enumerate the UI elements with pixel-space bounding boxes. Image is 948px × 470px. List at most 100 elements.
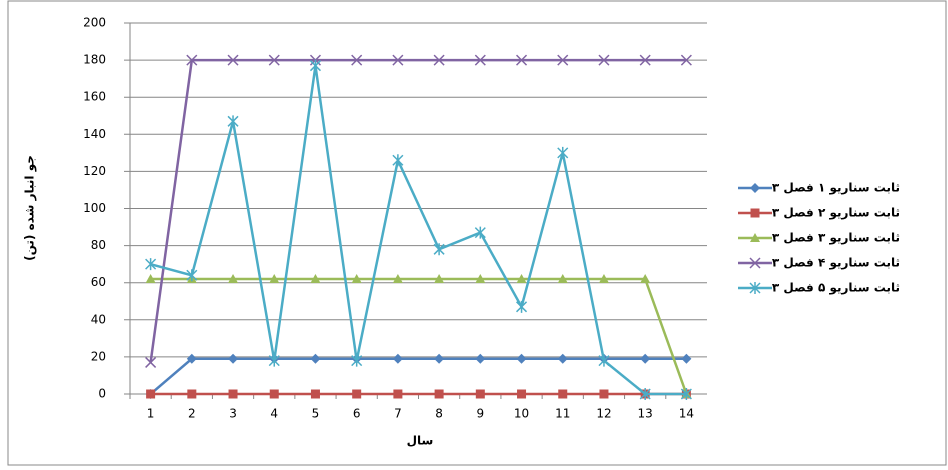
- y-tick-label: 20: [91, 349, 106, 363]
- marker: [640, 353, 651, 364]
- legend-label: ثابت سناریو ۳ فصل ۳: [772, 231, 900, 246]
- series-line: [149, 357, 687, 395]
- marker: [517, 389, 527, 399]
- marker: [475, 273, 486, 283]
- y-tick-label: 60: [91, 275, 106, 289]
- marker: [227, 115, 239, 128]
- y-tick-label: 40: [91, 312, 106, 326]
- y-axis-label: جو انبار شده (تن): [23, 155, 38, 261]
- marker: [227, 54, 239, 66]
- marker: [351, 273, 362, 283]
- marker: [186, 353, 197, 364]
- marker: [516, 54, 528, 66]
- marker: [186, 269, 198, 282]
- marker: [474, 54, 486, 66]
- y-tick-label: 120: [83, 164, 106, 178]
- legend-label: ثابت سناریو ۵ فصل ۳: [772, 281, 900, 296]
- marker: [145, 356, 157, 368]
- marker: [516, 353, 527, 364]
- y-tick-label: 140: [83, 127, 106, 141]
- marker: [680, 388, 692, 400]
- marker: [557, 273, 568, 283]
- marker: [228, 389, 238, 399]
- marker: [640, 273, 651, 283]
- x-tick-label: 9: [477, 407, 485, 421]
- x-tick-label: 10: [514, 407, 529, 421]
- series-line: [149, 58, 687, 363]
- x-tick-label: 1: [147, 407, 155, 421]
- marker: [146, 389, 156, 399]
- marker: [392, 353, 403, 364]
- x-tick-label: 7: [394, 407, 402, 421]
- marker: [186, 54, 198, 66]
- marker: [475, 389, 485, 399]
- x-tick-label: 12: [596, 407, 611, 421]
- marker: [434, 273, 445, 283]
- legend-label: ثابت سناریو ۴ فصل ۳: [772, 256, 900, 271]
- marker: [750, 208, 760, 218]
- marker: [598, 273, 609, 283]
- marker: [434, 389, 444, 399]
- marker: [392, 154, 404, 167]
- x-tick-label: 2: [188, 407, 196, 421]
- x-axis-label: سال: [407, 434, 434, 448]
- marker: [599, 389, 609, 399]
- marker: [557, 146, 569, 159]
- marker: [433, 54, 445, 66]
- marker: [434, 353, 445, 364]
- legend-label: ثابت سناریو ۲ فصل ۳: [772, 206, 900, 221]
- marker: [310, 273, 321, 283]
- x-tick-label: 6: [353, 407, 361, 421]
- marker: [228, 353, 239, 364]
- series-line: [150, 65, 687, 396]
- marker: [268, 54, 280, 66]
- y-tick-label: 160: [83, 90, 106, 104]
- marker: [145, 258, 157, 271]
- x-tick-label: 11: [555, 407, 570, 421]
- marker: [750, 183, 760, 193]
- marker: [393, 389, 403, 399]
- marker: [516, 273, 527, 283]
- marker: [598, 354, 610, 367]
- marker: [187, 389, 197, 399]
- marker: [749, 257, 761, 269]
- y-tick-label: 200: [83, 16, 106, 30]
- marker: [228, 273, 239, 283]
- y-tick-label: 100: [83, 201, 106, 215]
- series-line: [150, 277, 688, 395]
- marker: [680, 54, 692, 66]
- x-tick-label: 3: [229, 407, 237, 421]
- y-tick-label: 80: [91, 238, 106, 252]
- marker: [269, 273, 280, 283]
- marker: [352, 389, 362, 399]
- legend-label: ثابت سناریو ۱ فصل ۳: [772, 181, 900, 196]
- marker: [681, 353, 692, 364]
- marker: [557, 54, 569, 66]
- x-tick-label: 5: [312, 407, 320, 421]
- marker: [639, 388, 651, 400]
- marker: [557, 353, 568, 364]
- marker: [351, 54, 363, 66]
- x-tick-label: 14: [679, 407, 694, 421]
- marker: [310, 389, 320, 399]
- y-tick-label: 180: [83, 53, 106, 67]
- marker: [516, 300, 528, 313]
- marker: [392, 273, 403, 283]
- marker: [750, 233, 760, 242]
- marker: [351, 354, 363, 367]
- marker: [639, 54, 651, 66]
- marker: [310, 353, 321, 364]
- marker: [145, 273, 156, 283]
- x-tick-label: 8: [435, 407, 443, 421]
- marker: [309, 59, 321, 72]
- y-tick-label: 0: [98, 387, 106, 401]
- marker: [433, 243, 445, 256]
- marker: [269, 389, 279, 399]
- marker: [558, 389, 568, 399]
- marker: [474, 226, 486, 239]
- marker: [268, 354, 280, 367]
- marker: [598, 54, 610, 66]
- marker: [749, 282, 761, 294]
- marker: [392, 54, 404, 66]
